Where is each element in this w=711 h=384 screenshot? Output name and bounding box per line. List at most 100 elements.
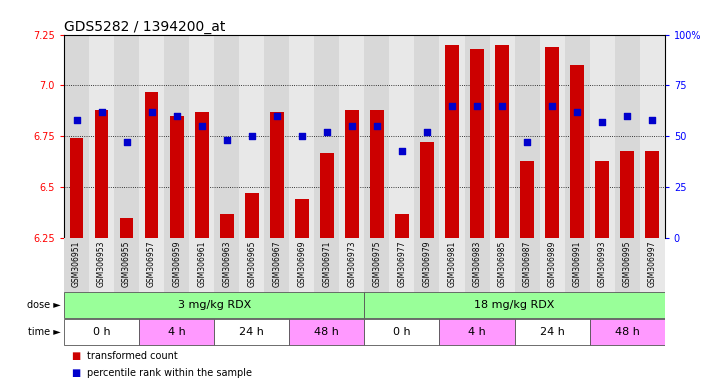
Text: GSM306969: GSM306969	[297, 241, 306, 287]
Bar	[445, 45, 459, 238]
Bar	[139, 238, 164, 292]
Bar	[145, 91, 159, 238]
Bar	[89, 35, 114, 238]
Bar	[415, 238, 439, 292]
Bar	[214, 319, 289, 345]
Text: 3 mg/kg RDX: 3 mg/kg RDX	[178, 300, 251, 310]
Point	[196, 123, 208, 129]
Bar	[64, 238, 89, 292]
Text: 0 h: 0 h	[92, 327, 110, 337]
Bar	[370, 110, 384, 238]
Text: GDS5282 / 1394200_at: GDS5282 / 1394200_at	[64, 20, 225, 33]
Bar	[365, 292, 665, 318]
Point	[496, 103, 508, 109]
Bar	[339, 35, 364, 238]
Bar	[595, 161, 609, 238]
Bar	[495, 45, 509, 238]
Bar	[314, 238, 339, 292]
Bar	[615, 238, 640, 292]
Bar	[490, 238, 515, 292]
Point	[171, 113, 182, 119]
Bar	[365, 238, 390, 292]
Bar	[164, 35, 189, 238]
Bar	[540, 35, 565, 238]
Text: ■: ■	[71, 351, 80, 361]
Text: GSM306995: GSM306995	[623, 241, 632, 287]
Text: dose ►: dose ►	[27, 300, 60, 310]
Bar	[646, 151, 659, 238]
Text: GSM306971: GSM306971	[322, 241, 331, 287]
Text: GSM306957: GSM306957	[147, 241, 156, 287]
Point	[321, 129, 333, 135]
Point	[246, 133, 257, 139]
Bar	[264, 35, 289, 238]
Text: 4 h: 4 h	[168, 327, 186, 337]
Text: time ►: time ►	[28, 327, 60, 337]
Bar	[164, 238, 189, 292]
Bar	[589, 238, 615, 292]
Text: 4 h: 4 h	[468, 327, 486, 337]
Bar	[390, 35, 415, 238]
Bar	[589, 319, 665, 345]
Text: 24 h: 24 h	[240, 327, 264, 337]
Bar	[570, 65, 584, 238]
Bar	[439, 319, 515, 345]
Text: GSM306981: GSM306981	[447, 241, 456, 287]
Bar	[320, 152, 333, 238]
Point	[371, 123, 383, 129]
Text: GSM306965: GSM306965	[247, 241, 256, 287]
Bar	[470, 49, 484, 238]
Bar	[289, 35, 314, 238]
Bar	[214, 238, 239, 292]
Point	[646, 117, 658, 123]
Bar	[64, 35, 89, 238]
Point	[346, 123, 358, 129]
Text: GSM306959: GSM306959	[172, 241, 181, 287]
Bar	[245, 193, 259, 238]
Text: GSM306987: GSM306987	[523, 241, 532, 287]
Bar	[490, 35, 515, 238]
Bar	[139, 35, 164, 238]
Text: GSM306973: GSM306973	[348, 241, 356, 287]
Text: GSM306997: GSM306997	[648, 241, 657, 287]
Bar	[439, 35, 464, 238]
Text: GSM306961: GSM306961	[197, 241, 206, 287]
Bar	[339, 238, 364, 292]
Text: GSM306967: GSM306967	[272, 241, 282, 287]
Bar	[89, 238, 114, 292]
Text: percentile rank within the sample: percentile rank within the sample	[87, 368, 252, 378]
Point	[71, 117, 82, 123]
Point	[471, 103, 483, 109]
Text: GSM306953: GSM306953	[97, 241, 106, 287]
Bar	[589, 35, 615, 238]
Bar	[239, 35, 264, 238]
Point	[146, 109, 157, 115]
Bar	[189, 35, 214, 238]
Bar	[565, 35, 589, 238]
Text: 18 mg/kg RDX: 18 mg/kg RDX	[474, 300, 555, 310]
Bar	[565, 238, 589, 292]
Text: 48 h: 48 h	[615, 327, 640, 337]
Text: GSM306963: GSM306963	[223, 241, 231, 287]
Text: GSM306985: GSM306985	[498, 241, 506, 287]
Bar	[270, 112, 284, 238]
Bar	[314, 35, 339, 238]
Bar	[365, 319, 439, 345]
Bar	[464, 238, 490, 292]
Bar	[70, 138, 83, 238]
Point	[597, 119, 608, 125]
Text: GSM306977: GSM306977	[397, 241, 407, 287]
Text: 24 h: 24 h	[540, 327, 565, 337]
Bar	[189, 238, 214, 292]
Text: ■: ■	[71, 368, 80, 378]
Bar	[64, 319, 139, 345]
Bar	[214, 35, 239, 238]
Bar	[114, 35, 139, 238]
Bar	[515, 35, 540, 238]
Bar	[220, 214, 234, 238]
Text: transformed count: transformed count	[87, 351, 178, 361]
Bar	[520, 161, 534, 238]
Bar	[95, 110, 108, 238]
Bar	[170, 116, 183, 238]
Bar	[345, 110, 359, 238]
